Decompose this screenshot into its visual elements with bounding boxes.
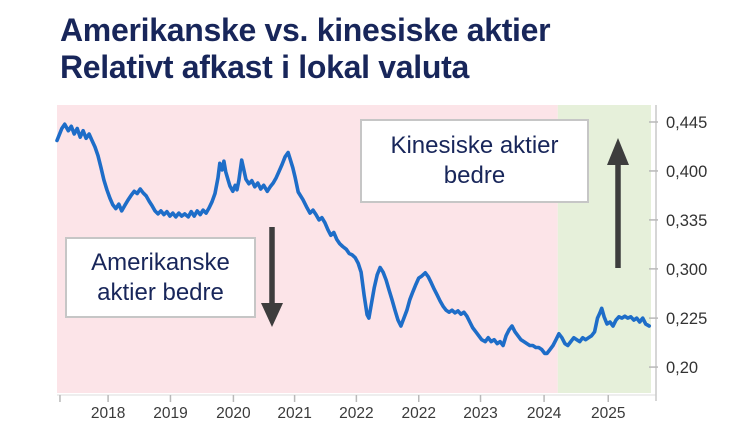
x-tick-label: 2025: [591, 405, 625, 422]
up-arrow-icon: [607, 138, 629, 165]
chart-title: Amerikanske vs. kinesiske aktier Relativ…: [60, 12, 551, 86]
chart-title-line2: Relativt afkast i lokal valuta: [60, 49, 469, 85]
x-tick-label: 2024: [527, 405, 562, 422]
y-tick-label: 0,335: [666, 212, 707, 230]
y-tick-label: 0,445: [666, 114, 707, 132]
y-tick-label: 0,300: [666, 261, 707, 279]
x-tick-label: 2018: [91, 405, 125, 422]
annotation-china-better: Kinesiske aktier bedre: [360, 119, 589, 203]
down-arrow-icon: [261, 303, 283, 327]
x-tick-label: 2022: [402, 405, 436, 422]
annotation-us-better: Amerikanske aktier bedre: [65, 237, 256, 318]
chart-title-line1: Amerikanske vs. kinesiske aktier: [60, 12, 551, 48]
x-tick-label: 2019: [153, 405, 187, 422]
x-tick-label: 2021: [277, 405, 311, 422]
y-tick-label: 0,20: [666, 359, 698, 377]
x-tick-label: 2022: [339, 405, 373, 422]
x-tick-label: 2023: [463, 405, 497, 422]
series-line-us-vs-china: [55, 122, 652, 356]
x-tick-label: 2020: [216, 405, 251, 422]
y-tick-label: 0,400: [666, 163, 707, 181]
y-tick-label: 0,225: [666, 310, 707, 328]
